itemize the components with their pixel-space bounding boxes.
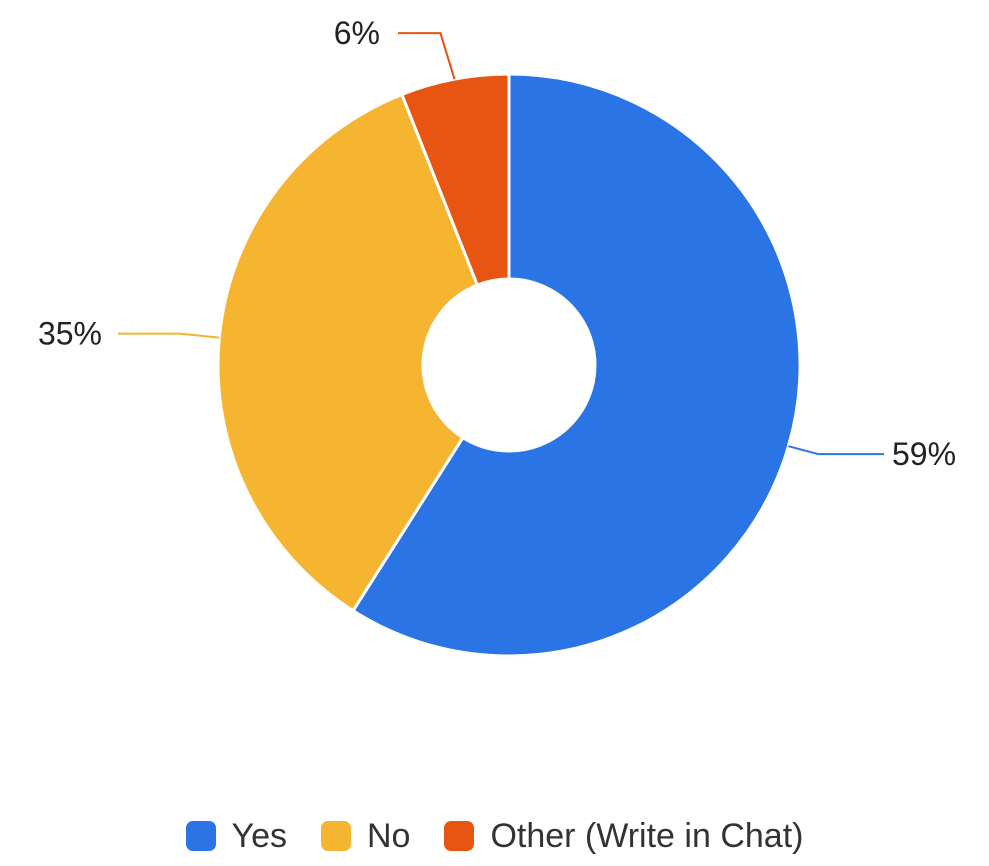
slice-yes[interactable] [351,72,802,658]
slice-label-other: 6% [334,15,380,51]
leader-line-yes [788,445,884,456]
legend-item-no[interactable]: No [320,816,411,856]
slice-label-no: 35% [38,316,102,352]
legend: Yes No Other (Write in Chat) [0,808,989,864]
legend-item-other[interactable]: Other (Write in Chat) [444,817,803,856]
legend-item-yes[interactable]: Yes [185,816,287,856]
legend-swatch-other [444,821,475,851]
legend-label-no: No [366,816,411,855]
leader-line-other [398,32,456,80]
slice-no[interactable] [216,92,480,613]
slice-other[interactable] [399,72,511,287]
slice-label-yes: 59% [892,436,956,472]
legend-label-yes: Yes [231,816,287,855]
legend-label-other: Other (Write in Chat) [490,816,804,855]
donut-chart: 59% 35% 6% [38,15,956,658]
leader-line-no [118,332,220,339]
legend-swatch-no [320,821,351,851]
legend-swatch-yes [185,821,216,851]
